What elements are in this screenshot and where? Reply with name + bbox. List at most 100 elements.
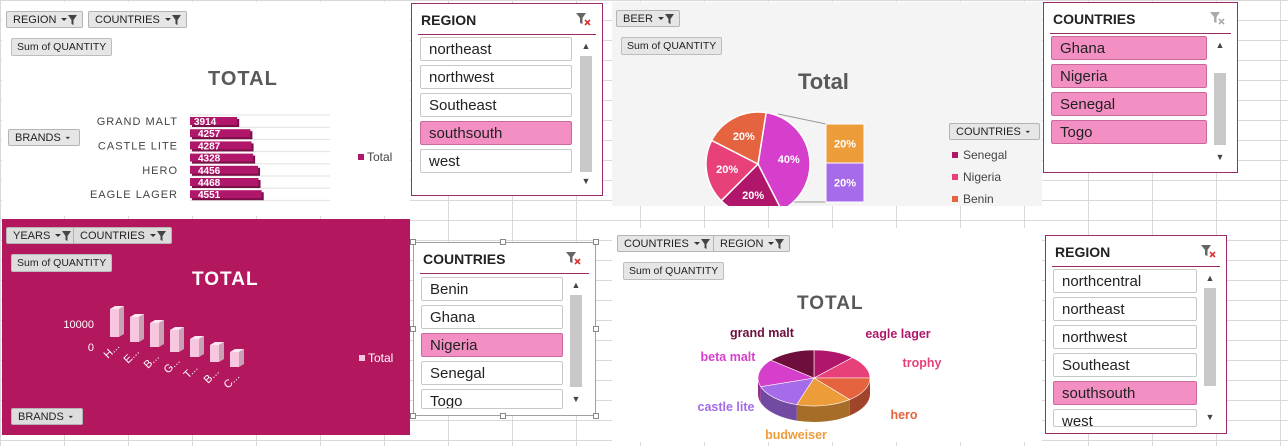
legend-item: Senegal <box>952 144 1007 166</box>
slicer-item[interactable]: Senegal <box>421 361 563 385</box>
slicer-item[interactable]: southsouth <box>1053 381 1197 405</box>
slicer-item[interactable]: Nigeria <box>421 333 563 357</box>
scroll-thumb[interactable] <box>580 56 592 172</box>
data-label: 40% <box>778 154 800 166</box>
pie-slice <box>796 377 851 407</box>
resize-handle[interactable] <box>593 326 599 332</box>
clear-filter-icon[interactable] <box>565 250 581 266</box>
axis-tick-label: 0 <box>88 342 94 354</box>
slicer-item[interactable]: Ghana <box>421 305 563 329</box>
slicer-item[interactable]: southsouth <box>420 121 572 145</box>
category-label: budweiser <box>765 428 827 442</box>
column-top <box>210 342 224 345</box>
chart-brands-bar[interactable]: REGION COUNTRIES Sum of QUANTITY TOTAL B… <box>2 2 410 216</box>
sum-of-quantity-button[interactable]: Sum of QUANTITY <box>11 38 113 56</box>
slicer-item[interactable]: northeast <box>1053 297 1197 321</box>
filter-icon <box>657 13 674 24</box>
countries-field-button[interactable]: COUNTRIES <box>949 123 1040 140</box>
slicer-scrollbar[interactable]: ▲ ▼ <box>578 38 594 188</box>
sum-of-quantity-button[interactable]: Sum of QUANTITY <box>621 37 723 55</box>
data-label: 4257 <box>198 129 221 140</box>
scroll-down-icon[interactable]: ▼ <box>1205 412 1215 422</box>
data-label: 20% <box>834 139 856 151</box>
slicer-item[interactable]: west <box>1053 409 1197 427</box>
data-label: 3914 <box>194 117 217 128</box>
slicer-header: REGION <box>421 12 477 28</box>
slicer-item[interactable]: west <box>420 149 572 173</box>
filter-label: REGION <box>13 13 57 26</box>
bar <box>190 165 259 174</box>
slicer-item[interactable]: northwest <box>1053 325 1197 349</box>
category-label: CASTLE LITE <box>98 140 178 152</box>
chart-beer-pie[interactable]: BEER Sum of QUANTITY Total 40% 20% 20% 20% 2… <box>612 2 1042 206</box>
column-top <box>110 306 124 309</box>
resize-handle[interactable] <box>410 239 416 245</box>
pie-plot-area: eagle lager trophy hero budweiser castle lit… <box>698 326 942 442</box>
slicer-item[interactable]: Senegal <box>1051 92 1207 116</box>
filter-label: REGION <box>720 237 764 250</box>
scroll-thumb[interactable] <box>1214 73 1226 145</box>
scroll-down-icon[interactable]: ▼ <box>581 176 591 186</box>
category-label: C... <box>222 371 243 392</box>
pie-side <box>796 399 850 422</box>
chart-years-bar[interactable]: YEARS COUNTRIES Sum of QUANTITY TOTAL 10… <box>2 219 410 435</box>
filter-region-button[interactable]: REGION <box>713 235 791 252</box>
scroll-up-icon[interactable]: ▲ <box>1215 40 1225 50</box>
brands-field-button[interactable]: BRANDS <box>8 129 80 146</box>
slicer-item[interactable]: northwest <box>420 65 572 89</box>
resize-handle[interactable] <box>593 413 599 419</box>
resize-handle[interactable] <box>500 239 506 245</box>
slicer-region[interactable]: REGION ▲ ▼ northeast northwest Southeast so… <box>411 3 603 196</box>
slicer-header: COUNTRIES <box>423 251 506 267</box>
slicer-item[interactable]: Benin <box>421 277 563 301</box>
scroll-up-icon[interactable]: ▲ <box>581 41 591 51</box>
slicer-countries-selected[interactable]: COUNTRIES ▲ ▼ Benin Ghana Nigeria Senegal To… <box>413 242 596 416</box>
filter-countries-button[interactable]: COUNTRIES <box>617 235 716 252</box>
sum-of-quantity-button[interactable]: Sum of QUANTITY <box>11 254 113 272</box>
resize-handle[interactable] <box>410 413 416 419</box>
slicer-scrollbar[interactable]: ▲ ▼ <box>568 277 584 409</box>
filter-region-button[interactable]: REGION <box>6 11 84 28</box>
scroll-thumb[interactable] <box>570 295 582 387</box>
bar <box>190 117 238 125</box>
column-side <box>199 336 204 357</box>
data-label: 20% <box>742 190 764 202</box>
filter-countries-button[interactable]: COUNTRIES <box>88 11 187 28</box>
slicer-item[interactable]: northeast <box>420 37 572 61</box>
slicer-item[interactable]: Southeast <box>1053 353 1197 377</box>
bar <box>190 141 252 150</box>
resize-handle[interactable] <box>593 239 599 245</box>
slicer-item[interactable]: Ghana <box>1051 36 1207 60</box>
slicer-item[interactable]: Togo <box>1051 120 1207 144</box>
clear-filter-icon[interactable] <box>1200 243 1216 259</box>
scroll-up-icon[interactable]: ▲ <box>1205 273 1215 283</box>
slicer-item[interactable]: Nigeria <box>1051 64 1207 88</box>
brands-field-button[interactable]: BRANDS <box>11 408 83 425</box>
header-divider <box>420 273 589 274</box>
scroll-up-icon[interactable]: ▲ <box>571 280 581 290</box>
clear-filter-icon[interactable] <box>575 11 591 27</box>
filter-label: COUNTRIES <box>624 237 689 250</box>
slicer-item[interactable]: Southeast <box>420 93 572 117</box>
category-label: G... <box>162 355 183 376</box>
filter-beer-button[interactable]: BEER <box>616 10 680 27</box>
column <box>190 339 199 357</box>
filter-countries-button[interactable]: COUNTRIES <box>73 227 172 244</box>
sum-of-quantity-button[interactable]: Sum of QUANTITY <box>623 262 725 280</box>
slicer-countries[interactable]: COUNTRIES ▲ ▼ Ghana Nigeria Senegal Togo <box>1043 2 1238 173</box>
column-side <box>139 314 144 342</box>
slicer-item[interactable]: Togo <box>421 389 563 409</box>
scroll-down-icon[interactable]: ▼ <box>1215 152 1225 162</box>
resize-handle[interactable] <box>500 413 506 419</box>
slicer-scrollbar[interactable]: ▲ ▼ <box>1202 270 1218 426</box>
field-label: COUNTRIES <box>956 125 1021 138</box>
clear-filter-icon[interactable] <box>1209 10 1225 26</box>
slicer-item[interactable]: northcentral <box>1053 269 1197 293</box>
slicer-scrollbar[interactable]: ▲ ▼ <box>1212 37 1228 165</box>
bar <box>190 178 259 186</box>
scroll-thumb[interactable] <box>1204 288 1216 386</box>
resize-handle[interactable] <box>410 326 416 332</box>
chart-brands-pie[interactable]: COUNTRIES REGION Sum of QUANTITY TOTAL e… <box>612 228 1042 442</box>
slicer-region-2[interactable]: REGION ▲ ▼ northcentral northeast northwes… <box>1045 235 1227 434</box>
scroll-down-icon[interactable]: ▼ <box>571 394 581 404</box>
